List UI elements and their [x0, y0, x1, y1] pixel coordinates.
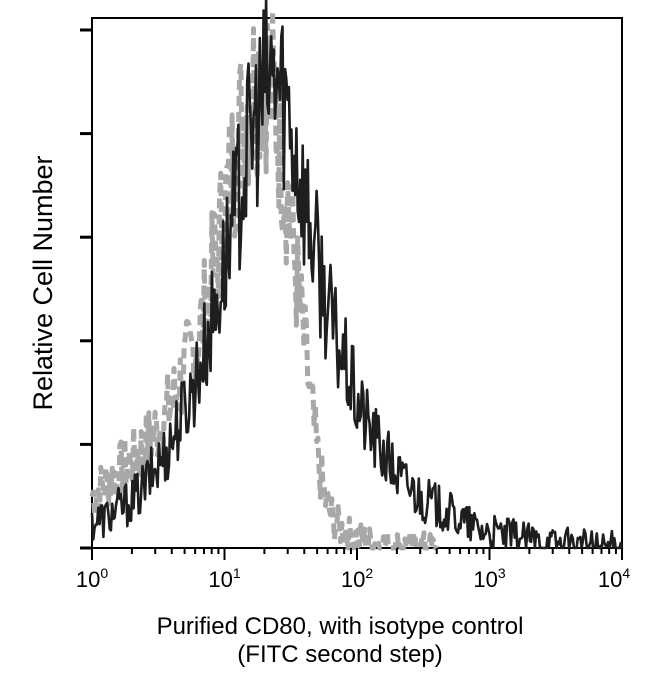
series-layer [89, 0, 624, 551]
y-axis-title: Relative Cell Number [28, 155, 58, 410]
y-axis-ticks [80, 28, 92, 550]
x-tick-label: 100 [76, 565, 108, 592]
plot-frame [91, 17, 623, 549]
x-tick-label: 102 [341, 565, 373, 592]
x-axis-tick-labels: 100 101 102 103 104 [76, 565, 630, 592]
x-axis-title-line-2: (FITC second step) [237, 641, 442, 668]
x-axis-ticks [91, 548, 623, 560]
x-tick-label: 101 [208, 565, 240, 592]
x-axis-title-line-1: Purified CD80, with isotype control [157, 613, 524, 640]
series-line-2 [90, 0, 624, 550]
x-tick-label: 104 [598, 565, 630, 592]
x-tick-label: 103 [473, 565, 505, 592]
